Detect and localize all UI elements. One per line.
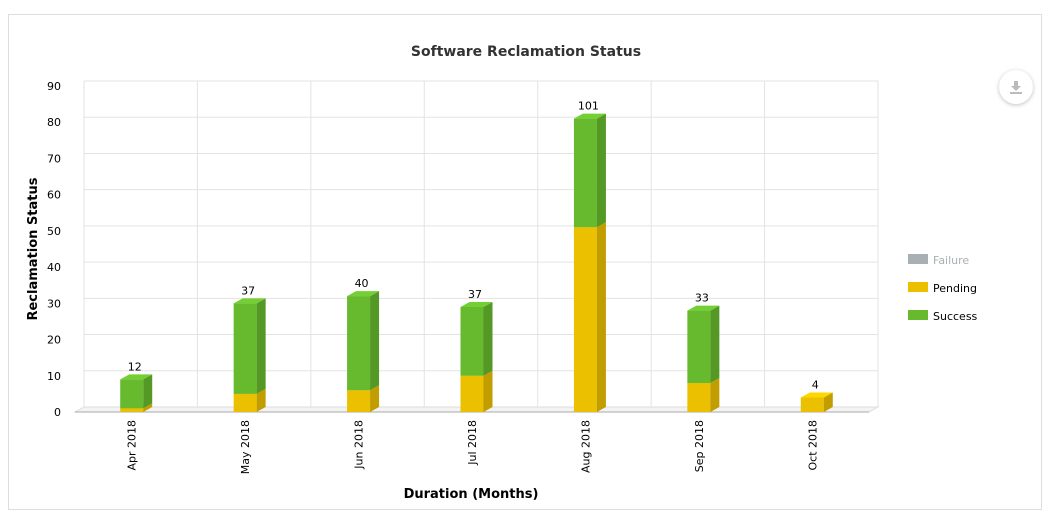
x-tick-label: Apr 2018 (126, 420, 139, 471)
bar-success-front (233, 303, 257, 394)
bar-pending-side (483, 370, 493, 412)
bar-success-front (460, 306, 484, 376)
y-tick-label: 10 (47, 370, 61, 383)
bar-success-top (347, 291, 380, 297)
bar-success-side (596, 113, 606, 228)
y-tick-label: 0 (54, 406, 61, 419)
chart-container (8, 14, 1042, 510)
legend-label: Success (933, 310, 978, 323)
y-tick-label: 20 (47, 334, 61, 347)
legend-swatch (908, 282, 928, 292)
bar-pending-front (800, 397, 824, 412)
legend-label: Failure (933, 254, 969, 267)
y-axis-label: Reclamation Status (26, 177, 41, 320)
data-label: 4 (812, 379, 819, 392)
legend-item-failure[interactable]: Failure (908, 254, 969, 267)
bar-success-front (573, 118, 597, 228)
bar-success-top (573, 113, 606, 119)
bar-pending-side (823, 392, 833, 412)
bar-pending-front (687, 383, 711, 412)
data-label: 37 (468, 288, 482, 301)
x-axis-label: Duration (Months) (404, 487, 539, 502)
data-label: 40 (355, 277, 369, 290)
bar-pending-side (710, 378, 720, 412)
y-tick-label: 70 (47, 152, 61, 165)
y-tick-label: 60 (47, 189, 61, 202)
legend-swatch (908, 254, 928, 264)
data-label: 12 (128, 360, 142, 373)
legend-label: Pending (933, 282, 977, 295)
bar-success-front (687, 310, 711, 384)
x-tick-label: May 2018 (239, 420, 252, 474)
bar-success-side (370, 291, 380, 391)
y-tick-label: 30 (47, 297, 61, 310)
bar-success-front (347, 296, 371, 391)
y-tick-label: 80 (47, 116, 61, 129)
x-tick-label: Jun 2018 (353, 420, 366, 470)
x-tick-label: Aug 2018 (579, 420, 592, 473)
bar-pending-front (573, 227, 597, 412)
bar-pending-front (120, 408, 144, 412)
bar-pending-side (256, 388, 266, 412)
bar-pending-side (143, 403, 153, 412)
data-label: 37 (241, 284, 255, 297)
data-label: 33 (695, 292, 709, 305)
x-tick-label: Oct 2018 (806, 420, 819, 471)
legend-item-success[interactable]: Success (908, 310, 978, 323)
bar-success-side (483, 301, 493, 376)
legend-swatch (908, 310, 928, 320)
y-tick-label: 50 (47, 225, 61, 238)
bar-success-top (460, 301, 493, 307)
bar-success-top (120, 374, 153, 380)
y-tick-label: 90 (47, 80, 61, 93)
bar-success-top (233, 298, 266, 304)
legend-item-pending[interactable]: Pending (908, 282, 977, 295)
bar-success-side (256, 298, 266, 394)
x-tick-label: Jul 2018 (466, 420, 479, 466)
bar-pending-front (347, 390, 371, 412)
bar-pending-top (800, 392, 833, 398)
x-tick-label: Sep 2018 (693, 420, 706, 472)
bar-pending-front (460, 375, 484, 412)
bar-success-top (687, 305, 720, 311)
bar-pending-side (370, 385, 380, 412)
bar-pending-front (233, 393, 257, 412)
chart-title: Software Reclamation Status (411, 44, 641, 60)
bar-success-front (120, 379, 144, 409)
bar-pending-side (596, 222, 606, 412)
download-icon (1010, 81, 1022, 94)
bar-success-side (143, 374, 153, 409)
y-tick-label: 40 (47, 261, 61, 274)
download-button[interactable] (999, 70, 1033, 104)
bar-success-side (710, 305, 720, 384)
data-label: 101 (578, 100, 599, 113)
